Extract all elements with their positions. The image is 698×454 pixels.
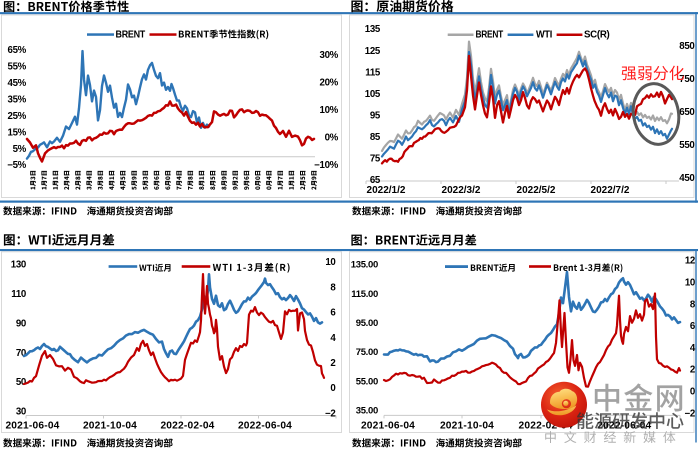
- svg-text:−2: −2: [685, 408, 695, 419]
- svg-text:50: 50: [16, 377, 26, 388]
- svg-text:2022-06-04: 2022-06-04: [597, 421, 651, 432]
- svg-text:0: 0: [690, 387, 695, 398]
- svg-text:SC(R): SC(R): [584, 30, 610, 41]
- svg-text:70: 70: [16, 348, 26, 359]
- svg-text:20%: 20%: [320, 78, 339, 89]
- svg-text:0%: 0%: [325, 133, 339, 144]
- svg-text:130: 130: [11, 260, 26, 271]
- svg-text:90: 90: [16, 318, 26, 329]
- svg-text:0: 0: [330, 383, 335, 394]
- svg-text:55.00: 55.00: [356, 376, 378, 387]
- svg-text:25%: 25%: [8, 111, 27, 122]
- svg-text:115: 115: [365, 67, 381, 78]
- svg-text:75.00: 75.00: [356, 347, 378, 358]
- svg-text:4: 4: [330, 333, 336, 344]
- svg-text:2021-06-04: 2021-06-04: [361, 421, 415, 432]
- svg-text:12: 12: [685, 256, 695, 267]
- svg-text:15%: 15%: [8, 127, 27, 138]
- svg-text:2: 2: [690, 365, 695, 376]
- svg-text:110: 110: [11, 289, 26, 300]
- svg-text:2022/1/2: 2022/1/2: [367, 185, 406, 196]
- svg-text:BRENT: BRENT: [476, 30, 504, 41]
- svg-text:35%: 35%: [8, 95, 27, 106]
- svg-text:45%: 45%: [8, 78, 27, 89]
- svg-text:WTI: WTI: [536, 30, 552, 41]
- svg-text:135.00: 135.00: [351, 260, 378, 271]
- svg-text:105: 105: [365, 89, 381, 100]
- svg-text:10: 10: [325, 257, 335, 268]
- svg-text:30%: 30%: [320, 50, 339, 61]
- svg-text:2: 2: [330, 358, 335, 369]
- svg-text:10%: 10%: [320, 105, 339, 116]
- svg-text:30: 30: [16, 407, 26, 418]
- svg-text:135: 135: [365, 24, 381, 35]
- svg-text:2022-02-04: 2022-02-04: [160, 421, 214, 432]
- svg-text:55%: 55%: [8, 62, 27, 73]
- svg-text:65%: 65%: [8, 45, 27, 56]
- svg-text:850: 850: [679, 41, 694, 52]
- svg-text:2021-10-04: 2021-10-04: [440, 421, 494, 432]
- svg-text:6: 6: [330, 308, 336, 319]
- svg-text:2022/5/2: 2022/5/2: [517, 185, 556, 196]
- svg-text:−2: −2: [325, 408, 335, 419]
- svg-text:2022/3/2: 2022/3/2: [442, 185, 481, 196]
- svg-text:2021-10-04: 2021-10-04: [83, 421, 137, 432]
- svg-text:650: 650: [679, 107, 694, 118]
- svg-text:75: 75: [370, 154, 381, 165]
- svg-text:5%: 5%: [13, 144, 27, 155]
- svg-text:95.00: 95.00: [356, 318, 378, 329]
- svg-text:35.00: 35.00: [356, 406, 378, 417]
- svg-text:125: 125: [365, 46, 381, 57]
- svg-text:65: 65: [370, 175, 381, 186]
- svg-text:4: 4: [690, 343, 696, 354]
- svg-text:2021-06-04: 2021-06-04: [5, 421, 59, 432]
- svg-text:550: 550: [679, 140, 694, 151]
- svg-text:750: 750: [679, 74, 694, 85]
- svg-text:85: 85: [370, 132, 381, 143]
- svg-text:8: 8: [690, 299, 696, 310]
- svg-text:−5%: −5%: [7, 160, 26, 171]
- svg-text:2022-06-04: 2022-06-04: [238, 421, 292, 432]
- svg-text:8: 8: [330, 282, 336, 293]
- svg-text:−10%: −10%: [314, 160, 339, 171]
- svg-text:6: 6: [690, 321, 696, 332]
- svg-text:450: 450: [679, 173, 694, 184]
- svg-text:115.00: 115.00: [351, 289, 378, 300]
- svg-text:10: 10: [685, 278, 695, 289]
- svg-text:BRENT: BRENT: [116, 30, 146, 41]
- svg-text:95: 95: [370, 111, 381, 122]
- svg-text:2022-02-04: 2022-02-04: [519, 421, 573, 432]
- svg-text:2022/7/2: 2022/7/2: [591, 185, 630, 196]
